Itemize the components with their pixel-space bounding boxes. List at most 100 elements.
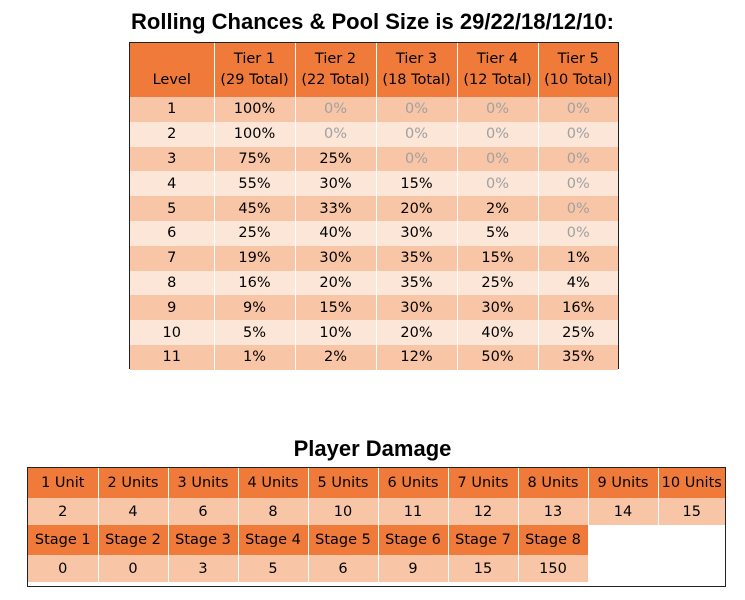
stage-label: Stage 8	[518, 525, 589, 555]
rolling-table-body: 1 100% 0% 0% 0% 0% 2 100% 0% 0% 0% 0% 3 75% 25% 0% 0% 0% 4…	[130, 97, 618, 370]
chance-cell: 0%	[457, 146, 539, 172]
empty-cell	[588, 525, 659, 555]
level-cell: 6	[130, 220, 215, 246]
chance-cell: 0%	[566, 225, 590, 242]
unit-damage-value: 2	[28, 498, 99, 525]
stage-label: Stage 1	[28, 525, 99, 555]
level-row: 8 16% 20% 35% 25% 4%	[130, 270, 618, 296]
tier-total: (10 Total)	[544, 72, 613, 88]
level-row: 9 9% 15% 30% 30% 16%	[130, 295, 618, 321]
chance-cell: 35%	[562, 349, 595, 366]
chance-cell: 0%	[566, 126, 590, 143]
chance-cell: 25%	[562, 324, 595, 341]
chance-cell: 0%	[457, 97, 539, 122]
unit-count-label: 7 Units	[448, 468, 519, 498]
stage-label: Stage 5	[308, 525, 379, 555]
stage-label: Stage 4	[238, 525, 309, 555]
stages-label-row: Stage 1 Stage 2 Stage 3 Stage 4 Stage 5 Stage…	[28, 525, 725, 555]
tier-total: (12 Total)	[463, 72, 532, 88]
chance-cell: 25%	[295, 146, 377, 172]
units-label-row: 1 Unit 2 Units 3 Units 4 Units 5 Units 6 Unit…	[28, 468, 725, 498]
chance-cell: 35%	[376, 270, 458, 296]
chance-cell: 0%	[457, 121, 539, 147]
unit-damage-value: 10	[308, 498, 379, 525]
chance-cell: 4%	[566, 274, 590, 291]
stage-damage-value: 15	[448, 555, 519, 582]
chance-cell: 20%	[295, 270, 377, 296]
rolling-header-row: Level Tier 1 (29 Total) Tier 2 (22 Total) …	[130, 43, 618, 97]
units-damage-row: 2 4 6 8 10 11 12 13 14 15	[28, 498, 725, 525]
chance-cell: 0%	[566, 150, 590, 167]
level-row: 6 25% 40% 30% 5% 0%	[130, 220, 618, 246]
chance-cell: 0%	[376, 146, 458, 172]
tier-column-header: Tier 4 (12 Total)	[457, 43, 539, 97]
chance-cell: 0%	[566, 101, 590, 118]
stage-damage-value: 9	[378, 555, 449, 582]
chance-cell: 40%	[457, 320, 539, 345]
rolling-chances-table-container: Level Tier 1 (29 Total) Tier 2 (22 Total) …	[129, 42, 619, 370]
chance-cell: 50%	[457, 344, 539, 370]
unit-count-label: 9 Units	[588, 468, 659, 498]
level-column-header: Level	[130, 43, 215, 97]
chance-cell: 0%	[566, 175, 590, 192]
tier-total: (22 Total)	[301, 72, 370, 88]
chance-cell: 1%	[566, 250, 590, 267]
unit-count-label: 2 Units	[98, 468, 169, 498]
level-cell: 3	[130, 146, 215, 172]
rolling-chances-title: Rolling Chances & Pool Size is 29/22/18/…	[131, 9, 614, 34]
chance-cell: 45%	[214, 196, 296, 221]
level-cell: 5	[130, 196, 215, 221]
unit-count-label: 3 Units	[168, 468, 239, 498]
chance-cell: 0%	[376, 97, 458, 122]
player-damage-table: 1 Unit 2 Units 3 Units 4 Units 5 Units 6 Unit…	[28, 468, 725, 582]
tier-name: Tier 5	[557, 51, 599, 67]
level-row: 2 100% 0% 0% 0% 0%	[130, 121, 618, 147]
level-cell: 9	[130, 295, 215, 321]
chance-cell: 16%	[562, 299, 595, 316]
stage-label: Stage 7	[448, 525, 519, 555]
empty-cell	[658, 525, 725, 555]
chance-cell: 30%	[376, 295, 458, 321]
level-row: 11 1% 2% 12% 50% 35%	[130, 344, 618, 370]
level-cell: 4	[130, 171, 215, 197]
chance-cell: 5%	[457, 220, 539, 246]
unit-count-label: 4 Units	[238, 468, 309, 498]
tier-total: (18 Total)	[382, 72, 451, 88]
chance-cell: 2%	[295, 344, 377, 370]
chance-cell: 30%	[376, 220, 458, 246]
tier-total: (29 Total)	[220, 72, 289, 88]
stage-damage-value: 6	[308, 555, 379, 582]
unit-count-label: 1 Unit	[28, 468, 99, 498]
unit-count-label: 8 Units	[518, 468, 589, 498]
level-cell: 11	[130, 344, 215, 370]
tier-column-header: Tier 2 (22 Total)	[295, 43, 377, 97]
chance-cell: 100%	[214, 121, 296, 147]
level-row: 1 100% 0% 0% 0% 0%	[130, 97, 618, 122]
chance-cell: 2%	[457, 196, 539, 221]
chance-cell: 0%	[295, 121, 377, 147]
tier-column-header: Tier 5 (10 Total)	[538, 43, 618, 97]
unit-damage-value: 6	[168, 498, 239, 525]
stage-damage-value: 3	[168, 555, 239, 582]
tier-name: Tier 1	[233, 51, 276, 67]
player-damage-table-container: 1 Unit 2 Units 3 Units 4 Units 5 Units 6 Unit…	[27, 467, 726, 587]
chance-cell: 20%	[376, 320, 458, 345]
empty-cell	[588, 555, 659, 582]
tier-column-header: Tier 1 (29 Total)	[214, 43, 296, 97]
chance-cell: 35%	[376, 245, 458, 271]
stages-damage-row: 0 0 3 5 6 9 15 150	[28, 555, 725, 582]
tier-column-header: Tier 3 (18 Total)	[376, 43, 458, 97]
stage-label: Stage 3	[168, 525, 239, 555]
level-row: 7 19% 30% 35% 15% 1%	[130, 245, 618, 271]
chance-cell: 1%	[214, 344, 296, 370]
chance-cell: 0%	[566, 200, 590, 217]
chance-cell: 5%	[214, 320, 296, 345]
level-cell: 7	[130, 245, 215, 271]
unit-damage-value: 8	[238, 498, 309, 525]
chance-cell: 20%	[376, 196, 458, 221]
tier-name: Tier 4	[476, 51, 519, 67]
chance-cell: 33%	[295, 196, 377, 221]
tier-name: Tier 2	[314, 51, 357, 67]
level-cell: 2	[130, 121, 215, 147]
level-row: 4 55% 30% 15% 0% 0%	[130, 171, 618, 197]
